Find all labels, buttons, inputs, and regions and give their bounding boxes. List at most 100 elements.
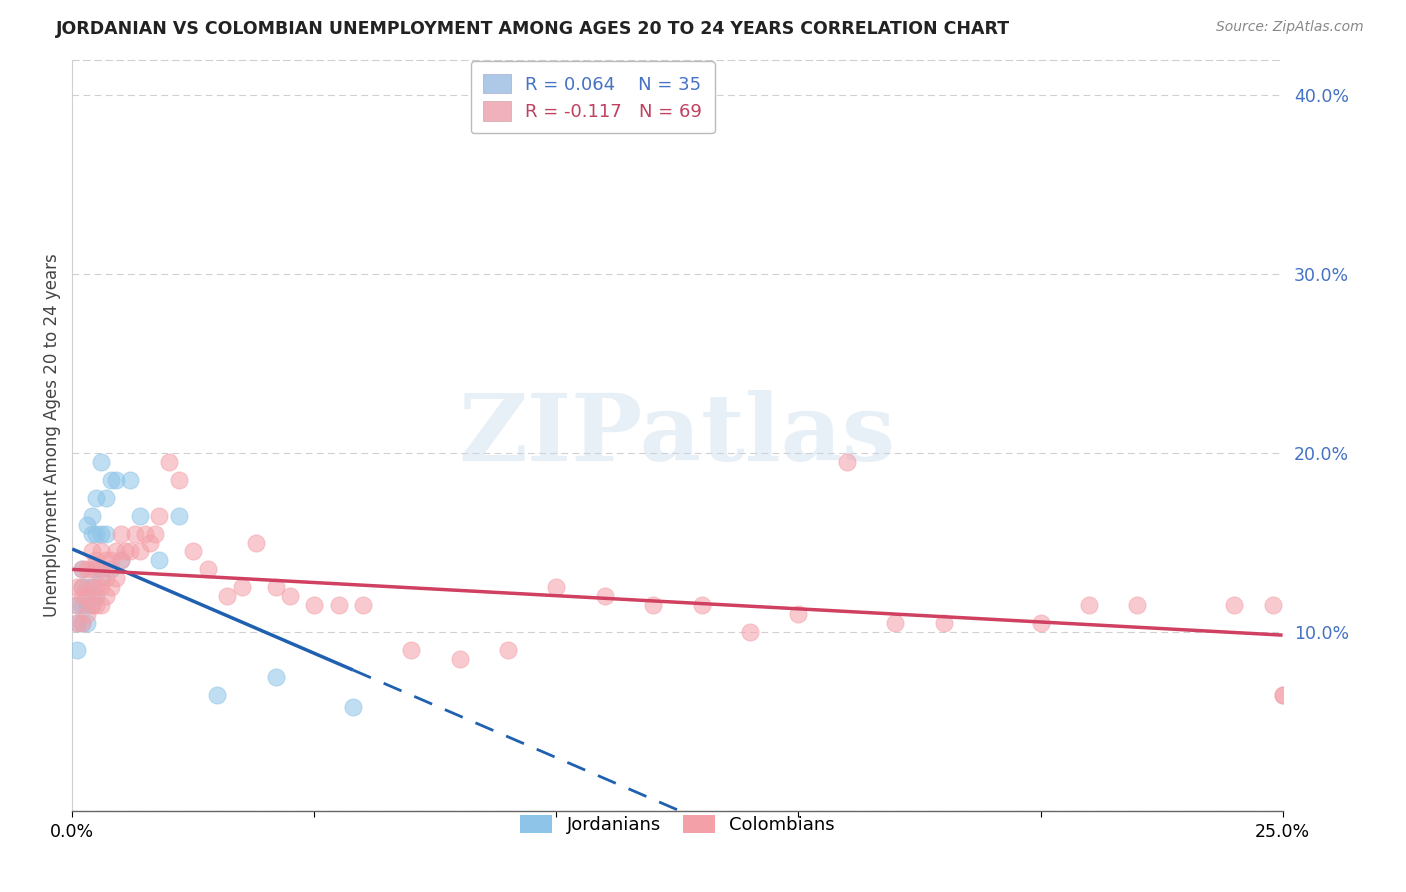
Point [76, 589, 98, 603]
Point [110, 553, 132, 567]
Point [1223, 598, 1246, 612]
Point [1271, 688, 1294, 702]
Point [66, 598, 89, 612]
Point [80, 580, 103, 594]
Point [94, 491, 117, 505]
Point [932, 615, 955, 630]
Point [835, 455, 858, 469]
Point [70, 589, 93, 603]
Point [80, 598, 103, 612]
Point [245, 535, 267, 549]
Point [104, 544, 127, 558]
Point [884, 615, 907, 630]
Point [104, 571, 127, 585]
Point [76, 607, 98, 621]
Point [217, 589, 239, 603]
Point [76, 580, 98, 594]
Point [66, 615, 89, 630]
Point [157, 455, 180, 469]
Point [70, 598, 93, 612]
Point [143, 526, 166, 541]
Point [231, 580, 253, 594]
Point [80, 580, 103, 594]
Point [304, 598, 326, 612]
Point [80, 562, 103, 576]
Point [66, 580, 89, 594]
Point [94, 526, 117, 541]
Point [264, 580, 287, 594]
Point [449, 652, 471, 666]
Point [1029, 615, 1052, 630]
Point [100, 553, 122, 567]
Text: ZIPatlas: ZIPatlas [458, 390, 896, 480]
Point [207, 688, 229, 702]
Point [86, 491, 108, 505]
Point [690, 598, 713, 612]
Point [90, 580, 112, 594]
Point [496, 643, 519, 657]
Legend: Jordanians, Colombians: Jordanians, Colombians [510, 805, 844, 843]
Point [70, 562, 93, 576]
Point [90, 526, 112, 541]
Point [86, 562, 108, 576]
Point [167, 508, 190, 523]
Point [643, 598, 665, 612]
Point [110, 526, 132, 541]
Point [148, 508, 170, 523]
Point [129, 508, 152, 523]
Point [86, 553, 108, 567]
Point [104, 473, 127, 487]
Point [90, 598, 112, 612]
Point [328, 598, 350, 612]
Point [787, 607, 810, 621]
Point [70, 580, 93, 594]
Point [134, 526, 156, 541]
Point [80, 508, 103, 523]
Point [76, 517, 98, 532]
Point [76, 615, 98, 630]
Point [76, 562, 98, 576]
Point [1126, 598, 1149, 612]
Point [94, 571, 117, 585]
Point [593, 589, 616, 603]
Point [138, 535, 160, 549]
Point [66, 643, 89, 657]
Point [1077, 598, 1099, 612]
Point [90, 562, 112, 576]
Point [70, 562, 93, 576]
Point [80, 544, 103, 558]
Point [124, 526, 146, 541]
Text: Source: ZipAtlas.com: Source: ZipAtlas.com [1216, 20, 1364, 34]
Point [76, 598, 98, 612]
Point [181, 544, 204, 558]
Point [148, 553, 170, 567]
Point [1271, 688, 1294, 702]
Point [86, 598, 108, 612]
Point [66, 615, 89, 630]
Point [100, 562, 122, 576]
Point [100, 473, 122, 487]
Text: JORDANIAN VS COLOMBIAN UNEMPLOYMENT AMONG AGES 20 TO 24 YEARS CORRELATION CHART: JORDANIAN VS COLOMBIAN UNEMPLOYMENT AMON… [56, 20, 1011, 37]
Point [80, 598, 103, 612]
Point [86, 589, 108, 603]
Y-axis label: Unemployment Among Ages 20 to 24 years: Unemployment Among Ages 20 to 24 years [44, 253, 60, 617]
Point [70, 580, 93, 594]
Point [264, 670, 287, 684]
Point [90, 571, 112, 585]
Point [70, 615, 93, 630]
Point [167, 473, 190, 487]
Point [120, 473, 142, 487]
Point [90, 544, 112, 558]
Point [114, 544, 136, 558]
Point [129, 544, 152, 558]
Point [278, 589, 301, 603]
Point [86, 526, 108, 541]
Point [90, 455, 112, 469]
Point [738, 624, 761, 639]
Point [70, 615, 93, 630]
Point [342, 700, 364, 714]
Point [110, 553, 132, 567]
Point [94, 589, 117, 603]
Point [197, 562, 219, 576]
Point [546, 580, 568, 594]
